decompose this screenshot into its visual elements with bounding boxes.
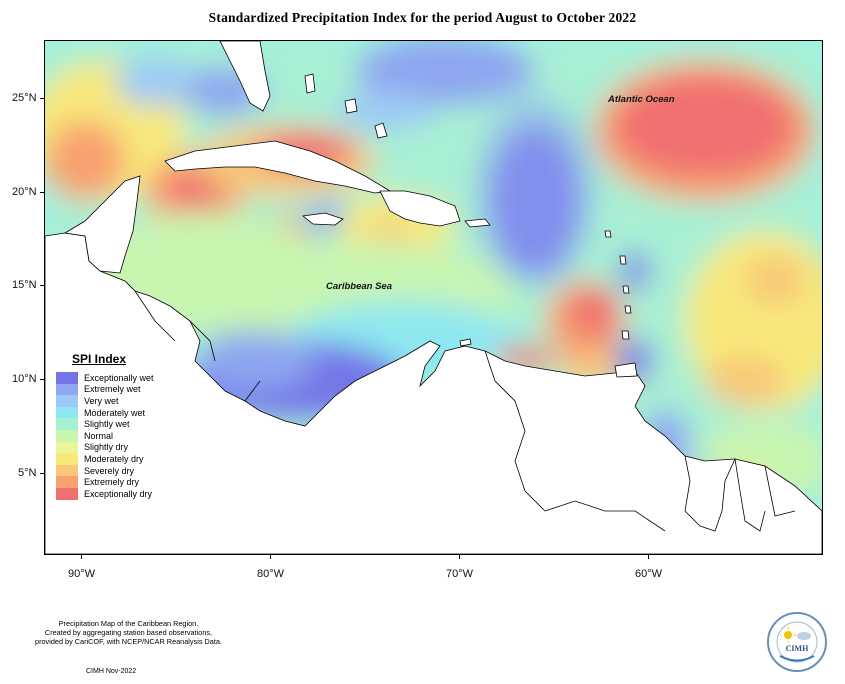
lat-tickmark-5 bbox=[40, 473, 44, 474]
legend-item: Very wet bbox=[56, 395, 164, 407]
legend-label: Slightly dry bbox=[84, 442, 129, 453]
cimh-logo: CIMH bbox=[766, 611, 828, 673]
spi-map-canvas bbox=[45, 41, 822, 554]
legend-item: Normal bbox=[56, 429, 164, 442]
legend-swatch bbox=[56, 429, 78, 442]
credits: Precipitation Map of the Caribbean Regio… bbox=[16, 619, 241, 646]
legend-item: Extremely wet bbox=[56, 383, 164, 396]
caribbean-sea-label: Caribbean Sea bbox=[326, 281, 392, 292]
legend-swatch bbox=[56, 464, 78, 477]
lat-tick-15: 15°N bbox=[12, 279, 37, 291]
legend-swatch bbox=[56, 476, 78, 488]
spi-map bbox=[44, 40, 823, 555]
legend-swatch bbox=[56, 383, 78, 396]
lat-tick-5: 5°N bbox=[18, 467, 37, 479]
land-masses bbox=[45, 41, 822, 554]
lat-tickmark-20 bbox=[40, 192, 44, 193]
legend-label: Exceptionally wet bbox=[84, 372, 154, 383]
legend-swatch bbox=[56, 487, 78, 500]
lat-tick-10: 10°N bbox=[12, 373, 37, 385]
lat-tick-25: 25°N bbox=[12, 92, 37, 104]
lon-tickmark-60 bbox=[648, 554, 649, 559]
legend-item: Slightly dry bbox=[56, 441, 164, 454]
lon-tick-90: 90°W bbox=[68, 568, 96, 580]
lat-tickmark-25 bbox=[40, 98, 44, 99]
credits-line-3: provided by CariCOF, with NCEP/NCAR Rean… bbox=[35, 637, 222, 646]
legend-label: Very wet bbox=[84, 395, 119, 406]
legend-label: Moderately dry bbox=[84, 453, 144, 464]
lon-tickmark-70 bbox=[459, 554, 460, 559]
logo-text: CIMH bbox=[786, 644, 809, 653]
legend-label: Moderately wet bbox=[84, 407, 146, 418]
lon-tickmark-90 bbox=[81, 554, 82, 559]
legend-label: Slightly wet bbox=[84, 419, 130, 430]
legend-swatch bbox=[56, 406, 78, 419]
legend-swatch bbox=[56, 418, 78, 430]
legend-item: Extremely dry bbox=[56, 476, 164, 488]
lon-tick-80: 80°W bbox=[257, 568, 285, 580]
legend-item: Exceptionally dry bbox=[56, 487, 164, 500]
legend-item: Moderately dry bbox=[56, 453, 164, 465]
atlantic-ocean-label: Atlantic Ocean bbox=[608, 94, 675, 105]
legend-item: Slightly wet bbox=[56, 418, 164, 430]
credits-line-1: Precipitation Map of the Caribbean Regio… bbox=[58, 619, 199, 628]
spi-legend: SPI Index Exceptionally wet Extremely wet… bbox=[56, 352, 164, 500]
legend-swatch bbox=[56, 372, 78, 384]
legend-item: Severely dry bbox=[56, 464, 164, 477]
lon-tickmark-80 bbox=[270, 554, 271, 559]
legend-swatch bbox=[56, 441, 78, 454]
credits-line-2: Created by aggregating station based obs… bbox=[44, 628, 213, 637]
legend-label: Extremely wet bbox=[84, 384, 141, 395]
lat-tick-20: 20°N bbox=[12, 186, 37, 198]
credits-date: CIMH Nov-2022 bbox=[86, 668, 137, 675]
map-title: Standardized Precipitation Index for the… bbox=[208, 10, 637, 25]
lon-tick-70: 70°W bbox=[446, 568, 474, 580]
legend-label: Extremely dry bbox=[84, 477, 140, 488]
legend-title: SPI Index bbox=[72, 352, 127, 366]
legend-label: Exceptionally dry bbox=[84, 488, 153, 499]
legend-item: Exceptionally wet bbox=[56, 372, 164, 384]
legend-swatch bbox=[56, 395, 78, 407]
legend-label: Normal bbox=[84, 430, 114, 441]
lat-tickmark-15 bbox=[40, 285, 44, 286]
lon-tick-60: 60°W bbox=[635, 568, 663, 580]
legend-rows: Exceptionally wet Extremely wet Very wet Mo… bbox=[56, 372, 164, 500]
lat-tickmark-10 bbox=[40, 379, 44, 380]
legend-swatch bbox=[56, 453, 78, 465]
legend-item: Moderately wet bbox=[56, 406, 164, 419]
legend-label: Severely dry bbox=[84, 465, 135, 476]
